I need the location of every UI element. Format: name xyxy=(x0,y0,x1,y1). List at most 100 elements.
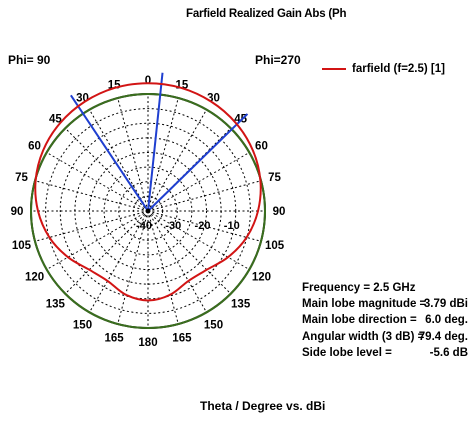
grid-spoke xyxy=(34,180,149,212)
angle-tick-label: 135 xyxy=(46,299,66,311)
beamwidth-line xyxy=(147,113,249,212)
data-point xyxy=(187,280,189,282)
radial-tick-label: -30 xyxy=(165,220,181,232)
data-point xyxy=(252,149,254,152)
data-point xyxy=(147,299,149,302)
grid-ring xyxy=(59,122,237,300)
data-point xyxy=(48,236,50,239)
angle-tick-label: 105 xyxy=(12,240,32,252)
grid-spoke xyxy=(147,210,207,313)
chart-title: Farfield Realized Gain Abs (Phi=90 xyxy=(186,8,346,20)
grid-ring xyxy=(118,181,178,241)
results-annotation: Frequency = 2.5 GHz Main lobe magnitude … xyxy=(302,280,472,361)
grid-spoke xyxy=(117,210,149,325)
data-point xyxy=(34,180,37,182)
grid-spoke xyxy=(89,210,149,313)
grid-spoke xyxy=(117,97,149,212)
annotation-value: 6.0 deg. xyxy=(425,314,468,327)
annotation-value: 79.4 deg. xyxy=(418,330,468,343)
center-point xyxy=(145,208,151,214)
annotation-value: -5.6 dB xyxy=(429,346,468,359)
annotation-label: Angular width (3 dB) = xyxy=(302,330,425,343)
grid-spoke xyxy=(64,127,149,212)
beamwidth-line xyxy=(70,94,149,212)
grid-spoke xyxy=(89,109,149,212)
data-point xyxy=(169,294,172,296)
grid-spoke xyxy=(46,152,149,212)
grid-spoke xyxy=(147,210,262,242)
grid-spoke xyxy=(147,210,232,295)
data-point xyxy=(67,256,69,258)
grid-spoke xyxy=(147,210,179,325)
radial-tick-label: -20 xyxy=(195,220,211,232)
annotation-row: Side lobe level = -5.6 dB xyxy=(302,345,472,361)
angle-tick-label: 75 xyxy=(268,172,281,184)
angle-tick-label: 60 xyxy=(255,141,268,153)
annotation-row: Main lobe direction = 6.0 deg. xyxy=(302,312,472,328)
data-point xyxy=(59,122,61,124)
grid-ring xyxy=(103,166,193,256)
plot-traces xyxy=(30,72,266,329)
annotation-label: Side lobe level = xyxy=(302,346,392,359)
reference-circle xyxy=(30,93,266,329)
radial-tick-label: -10 xyxy=(224,220,240,232)
data-point xyxy=(124,294,127,296)
legend: farfield (f=2.5) [1] xyxy=(322,63,445,75)
grid-spoke xyxy=(147,210,250,270)
radial-tick-label: -40 xyxy=(136,220,152,232)
angle-tick-label: 120 xyxy=(252,272,271,284)
angle-tick-label: 90 xyxy=(11,206,24,218)
data-point xyxy=(88,269,90,271)
x-axis-label: Theta / Degree vs. dBi xyxy=(200,399,326,413)
angle-tick-label: 105 xyxy=(265,240,285,252)
data-point xyxy=(180,87,182,89)
grid-spoke xyxy=(147,152,250,212)
annotation-frequency: Frequency = 2.5 GHz xyxy=(302,282,416,294)
data-point xyxy=(259,180,262,182)
angle-tick-label: 165 xyxy=(105,333,125,345)
data-point xyxy=(84,100,86,103)
legend-swatch xyxy=(322,68,346,70)
angle-tick-label: 165 xyxy=(172,333,192,345)
grid-ring xyxy=(45,108,251,314)
angle-tick-label: 0 xyxy=(145,75,151,87)
angle-tick-label: 90 xyxy=(273,206,286,218)
data-point xyxy=(42,149,44,152)
annotation-label: Main lobe direction = xyxy=(302,314,417,327)
annotation-row: Frequency = 2.5 GHz xyxy=(302,280,472,296)
data-point xyxy=(114,87,116,89)
grid-spoke xyxy=(147,180,262,212)
legend-label: farfield (f=2.5) [1] xyxy=(352,63,445,75)
data-point xyxy=(206,269,208,271)
radial-tick-labels: -40 -30 -20 -10 xyxy=(136,220,240,232)
beamwidth-line xyxy=(147,72,164,212)
angle-tick-label: 45 xyxy=(49,113,62,125)
angle-tick-label: 150 xyxy=(204,319,223,331)
angle-tick-labels: 0153045607590105120135150165180153045607… xyxy=(11,75,286,349)
data-point xyxy=(147,82,149,84)
angle-tick-label: 75 xyxy=(15,172,28,184)
grid-spoke xyxy=(147,97,179,212)
phi-left-label: Phi= 90 xyxy=(8,53,51,67)
annotation-row: Main lobe magnitude = 3.79 dBi xyxy=(302,296,472,312)
data-point xyxy=(257,210,259,212)
angle-tick-label: 150 xyxy=(73,319,92,331)
phi-right-label: Phi=270 xyxy=(255,53,301,67)
data-point xyxy=(246,236,248,239)
annotation-row: Angular width (3 dB) = 79.4 deg. xyxy=(302,329,472,345)
data-point xyxy=(37,210,39,212)
grid-spoke xyxy=(34,210,149,242)
angle-tick-label: 180 xyxy=(138,337,157,349)
grid-spoke xyxy=(46,210,149,270)
grid-spoke xyxy=(64,210,149,295)
angle-tick-label: 60 xyxy=(28,141,41,153)
data-point xyxy=(235,122,237,124)
data-point xyxy=(210,100,212,103)
annotation-label: Main lobe magnitude = xyxy=(302,298,427,311)
grid-spoke xyxy=(147,109,207,212)
angle-tick-label: 135 xyxy=(231,299,251,311)
data-point xyxy=(227,256,229,258)
data-point xyxy=(107,280,109,282)
angle-tick-label: 120 xyxy=(25,272,44,284)
